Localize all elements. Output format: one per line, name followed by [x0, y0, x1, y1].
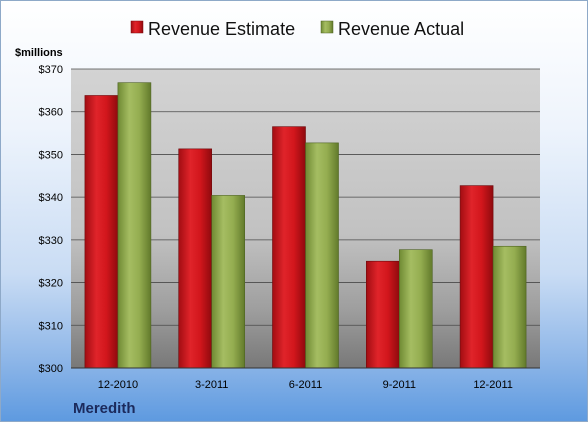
bar-actual	[305, 142, 339, 369]
x-tick-label: 12-2010	[98, 379, 138, 391]
bar-estimate	[272, 126, 306, 369]
bar-actual	[211, 195, 245, 369]
y-tick-label: $310	[39, 320, 63, 332]
legend-item-estimate: Revenue Estimate	[130, 19, 295, 39]
y-tick-label: $300	[39, 363, 63, 375]
bar-estimate	[365, 260, 400, 369]
legend-label-actual: Revenue Actual	[338, 19, 464, 39]
legend: Revenue Estimate Revenue Actual	[130, 19, 464, 39]
bar-actual	[117, 82, 152, 369]
y-tick-label: $350	[39, 149, 63, 161]
y-tick-label: $340	[39, 192, 63, 204]
bars	[84, 82, 527, 369]
y-tick-label: $320	[39, 278, 63, 290]
x-tick-label: 6-2011	[289, 379, 322, 391]
legend-swatch-actual	[320, 20, 334, 34]
bar-estimate	[459, 185, 494, 369]
bar-estimate	[84, 95, 119, 369]
bar-actual	[398, 249, 433, 369]
y-unit-label: $millions	[15, 47, 63, 59]
y-axis: $300 $310 $320 $330 $340 $350 $360 $370	[39, 64, 63, 375]
x-tick-label: 9-2011	[383, 379, 416, 391]
bar-estimate	[178, 148, 212, 369]
y-tick-label: $360	[39, 107, 63, 119]
x-tick-label: 3-2011	[195, 379, 228, 391]
legend-swatch-estimate	[130, 20, 144, 34]
x-axis: 12-2010 3-2011 6-2011 9-2011 12-2011	[71, 367, 540, 391]
bar-actual	[492, 245, 527, 369]
x-tick-label: 12-2011	[473, 379, 513, 391]
company-name: Meredith	[73, 400, 136, 417]
legend-label-estimate: Revenue Estimate	[148, 19, 295, 39]
y-tick-label: $330	[39, 235, 63, 247]
y-tick-label: $370	[39, 64, 63, 76]
legend-item-actual: Revenue Actual	[320, 19, 464, 39]
